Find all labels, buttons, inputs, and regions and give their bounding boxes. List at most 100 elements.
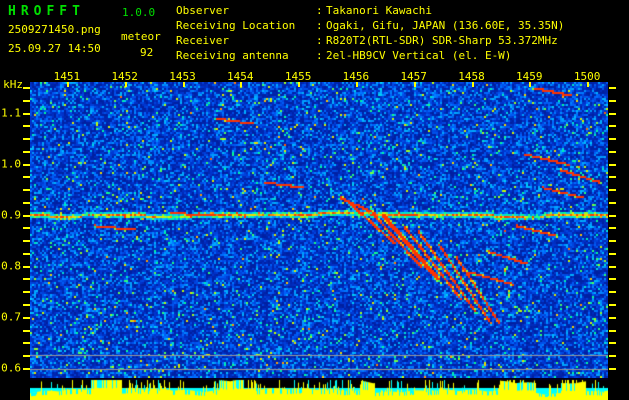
- time-tick-mark: [587, 82, 590, 87]
- metadata-value-antenna: 2el-HB9CV Vertical (el. E-W): [326, 49, 512, 62]
- frequency-tick-mark-right: [609, 189, 616, 192]
- frequency-tick-mark-right: [609, 112, 616, 115]
- station-metadata: Observer : Takanori Kawachi Receiving Lo…: [176, 3, 564, 63]
- spectrogram-plot[interactable]: [30, 82, 608, 378]
- time-tick-label-1500: 1500: [573, 70, 601, 83]
- time-tick-label-1452: 1452: [111, 70, 138, 83]
- metadata-row-antenna: Receiving antenna : 2el-HB9CV Vertical (…: [176, 48, 564, 63]
- metadata-key-antenna: Receiving antenna: [176, 49, 289, 62]
- frequency-tick-mark-right: [609, 278, 616, 281]
- frequency-tick-mark-right: [609, 291, 616, 294]
- frequency-tick-mark: [23, 227, 30, 230]
- frequency-tick-mark: [23, 138, 30, 141]
- frequency-tick-mark: [23, 278, 30, 281]
- metadata-colon-location: :: [316, 19, 323, 32]
- frequency-tick-mark-right: [609, 227, 616, 230]
- app-version: 1.0.0: [122, 6, 156, 19]
- frequency-tick-label-0.9: 0.9: [1, 208, 21, 222]
- frequency-tick-mark: [23, 125, 30, 128]
- frequency-tick-mark-right: [609, 125, 616, 128]
- frequency-tick-mark: [23, 214, 30, 217]
- time-tick-label-1451: 1451: [53, 70, 81, 83]
- time-tick-label-1456: 1456: [342, 70, 370, 83]
- capture-mode-label: meteor: [121, 30, 161, 43]
- metadata-value-observer: Takanori Kawachi: [326, 4, 432, 17]
- frequency-tick-mark: [23, 99, 30, 102]
- frequency-tick-mark-right: [609, 176, 616, 179]
- frequency-tick-mark-right: [609, 342, 616, 345]
- frequency-tick-mark: [23, 189, 30, 192]
- frequency-tick-mark: [23, 112, 30, 115]
- frequency-tick-mark-right: [609, 99, 616, 102]
- frequency-tick-mark-right: [609, 252, 616, 255]
- capture-datetime: 25.09.27 14:50: [8, 42, 101, 55]
- time-tick-mark: [529, 82, 532, 87]
- time-tick-label-1454: 1454: [227, 70, 254, 83]
- time-tick-label-1453: 1453: [169, 70, 196, 83]
- time-tick-label-1459: 1459: [516, 70, 543, 83]
- frequency-tick-mark: [23, 87, 30, 90]
- frequency-tick-mark: [23, 163, 30, 166]
- frequency-tick-label-1.1: 1.1: [1, 106, 21, 120]
- frequency-tick-mark: [23, 201, 30, 204]
- metadata-value-location: Ogaki, Gifu, JAPAN (136.60E, 35.35N): [326, 19, 565, 32]
- frequency-tick-mark: [23, 304, 30, 306]
- spectrogram-canvas[interactable]: [30, 82, 608, 378]
- frequency-tick-mark: [23, 367, 30, 370]
- frequency-tick-mark: [23, 342, 30, 345]
- time-tick-mark: [355, 82, 358, 87]
- frequency-tick-mark: [23, 176, 30, 179]
- app-title: HROFFT: [8, 4, 85, 19]
- time-tick-label-1458: 1458: [458, 70, 485, 83]
- frequency-tick-label-1.0: 1.0: [1, 157, 21, 171]
- metadata-colon-antenna: :: [316, 49, 323, 62]
- frequency-axis: kHz 0.6 0.7 0.8 0.9 1.0 1.1: [0, 78, 30, 378]
- metadata-value-receiver: R820T2(RTL-SDR) SDR-Sharp 53.372MHz: [326, 34, 558, 47]
- frequency-tick-label-0.7: 0.7: [1, 310, 21, 324]
- frequency-tick-mark-right: [609, 240, 616, 243]
- frequency-tick-mark-right: [609, 304, 616, 306]
- frequency-tick-mark: [23, 355, 30, 358]
- frequency-axis-right-ticks: [609, 82, 629, 378]
- frequency-tick-label-0.6: 0.6: [1, 361, 21, 375]
- meteor-count: 92: [140, 46, 154, 59]
- frequency-tick-mark-right: [609, 355, 616, 358]
- frequency-tick-mark: [23, 316, 30, 319]
- time-tick-label-1455: 1455: [284, 70, 312, 83]
- time-tick-mark: [240, 82, 243, 87]
- frequency-tick-mark-right: [609, 265, 616, 268]
- frequency-axis-unit-label: kHz: [3, 78, 23, 91]
- time-tick-mark: [298, 82, 301, 87]
- time-tick-mark: [413, 82, 416, 87]
- time-tick-label-1457: 1457: [400, 70, 427, 83]
- metadata-row-receiver: Receiver : R820T2(RTL-SDR) SDR-Sharp 53.…: [176, 33, 564, 48]
- time-tick-mark: [66, 82, 69, 87]
- audio-level-canvas: [30, 378, 608, 400]
- frequency-tick-mark-right: [609, 329, 616, 332]
- header-panel: HROFFT 1.0.0 2509271450.png 25.09.27 14:…: [0, 0, 629, 70]
- frequency-tick-mark-right: [609, 214, 616, 217]
- frequency-tick-mark: [23, 150, 30, 153]
- frequency-tick-label-0.8: 0.8: [1, 259, 21, 273]
- metadata-key-observer: Observer: [176, 4, 229, 17]
- frequency-tick-mark: [23, 252, 30, 255]
- time-tick-mark: [182, 82, 185, 87]
- frequency-tick-mark-right: [609, 367, 616, 370]
- metadata-row-location: Receiving Location : Ogaki, Gifu, JAPAN …: [176, 18, 564, 33]
- frequency-tick-mark-right: [609, 316, 616, 319]
- metadata-colon-receiver: :: [316, 34, 323, 47]
- capture-filename: 2509271450.png: [8, 23, 101, 36]
- frequency-tick-mark: [23, 291, 30, 294]
- time-tick-mark: [471, 82, 474, 87]
- frequency-tick-mark: [23, 329, 30, 332]
- frequency-tick-mark: [23, 240, 30, 243]
- time-axis: 1451 1452 1453 1454 1455 1456 1457 1458 1459 1500: [0, 70, 629, 83]
- frequency-tick-mark-right: [609, 87, 616, 90]
- time-tick-mark: [124, 82, 127, 87]
- metadata-key-location: Receiving Location: [176, 19, 296, 32]
- metadata-colon-observer: :: [316, 4, 323, 17]
- frequency-tick-mark-right: [609, 138, 616, 141]
- metadata-row-observer: Observer : Takanori Kawachi: [176, 3, 564, 18]
- frequency-tick-mark: [23, 265, 30, 268]
